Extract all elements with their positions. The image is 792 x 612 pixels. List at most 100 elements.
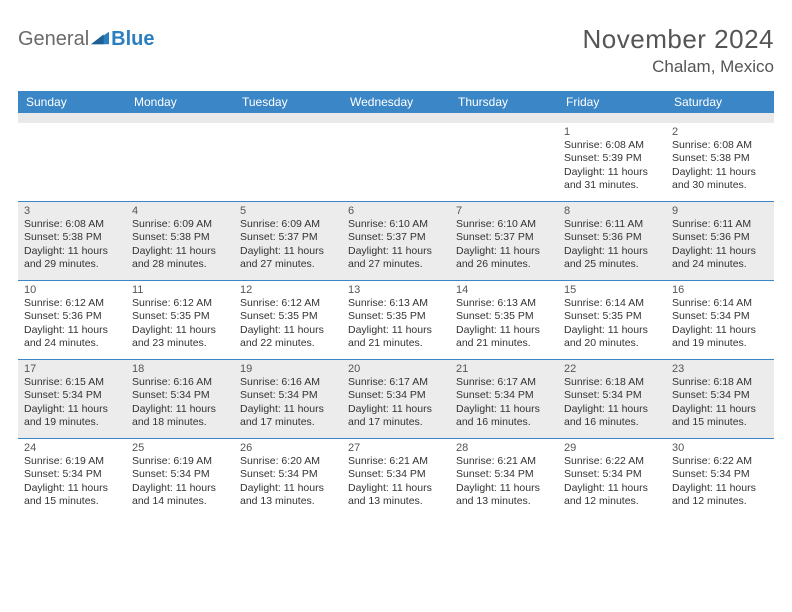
cell-sunset: Sunset: 5:34 PM xyxy=(564,468,660,481)
cell-day1: Daylight: 11 hours xyxy=(240,324,336,337)
cell-day2: and 23 minutes. xyxy=(132,337,228,350)
day-number: 2 xyxy=(672,126,768,138)
day-number: 26 xyxy=(240,442,336,454)
calendar-cell: 16Sunrise: 6:14 AMSunset: 5:34 PMDayligh… xyxy=(666,281,774,359)
cell-sunset: Sunset: 5:36 PM xyxy=(24,310,120,323)
cell-sunset: Sunset: 5:34 PM xyxy=(348,468,444,481)
cell-day1: Daylight: 11 hours xyxy=(132,482,228,495)
cell-sunset: Sunset: 5:34 PM xyxy=(456,389,552,402)
calendar-cell: 8Sunrise: 6:11 AMSunset: 5:36 PMDaylight… xyxy=(558,202,666,280)
cell-day1: Daylight: 11 hours xyxy=(24,324,120,337)
calendar-cell: 12Sunrise: 6:12 AMSunset: 5:35 PMDayligh… xyxy=(234,281,342,359)
cell-day1: Daylight: 11 hours xyxy=(456,482,552,495)
calendar-cell: 11Sunrise: 6:12 AMSunset: 5:35 PMDayligh… xyxy=(126,281,234,359)
cell-day1: Daylight: 11 hours xyxy=(564,482,660,495)
day-number: 14 xyxy=(456,284,552,296)
cell-sunrise: Sunrise: 6:09 AM xyxy=(240,218,336,231)
weekday-label: Thursday xyxy=(450,91,558,113)
cell-sunrise: Sunrise: 6:13 AM xyxy=(456,297,552,310)
cell-day2: and 15 minutes. xyxy=(672,416,768,429)
calendar-cell: 1Sunrise: 6:08 AMSunset: 5:39 PMDaylight… xyxy=(558,123,666,201)
cell-sunset: Sunset: 5:34 PM xyxy=(564,389,660,402)
cell-day1: Daylight: 11 hours xyxy=(564,324,660,337)
cell-day2: and 13 minutes. xyxy=(456,495,552,508)
cell-sunrise: Sunrise: 6:15 AM xyxy=(24,376,120,389)
cell-day1: Daylight: 11 hours xyxy=(24,403,120,416)
cell-sunrise: Sunrise: 6:11 AM xyxy=(672,218,768,231)
cell-sunset: Sunset: 5:36 PM xyxy=(564,231,660,244)
cell-sunset: Sunset: 5:35 PM xyxy=(564,310,660,323)
calendar-cell xyxy=(450,123,558,201)
cell-sunrise: Sunrise: 6:08 AM xyxy=(672,139,768,152)
calendar-week: 17Sunrise: 6:15 AMSunset: 5:34 PMDayligh… xyxy=(18,359,774,438)
calendar-cell: 23Sunrise: 6:18 AMSunset: 5:34 PMDayligh… xyxy=(666,360,774,438)
cell-sunset: Sunset: 5:37 PM xyxy=(240,231,336,244)
header-bar: General Blue November 2024 Chalam, Mexic… xyxy=(18,24,774,77)
calendar-week: 3Sunrise: 6:08 AMSunset: 5:38 PMDaylight… xyxy=(18,201,774,280)
weekday-label: Wednesday xyxy=(342,91,450,113)
calendar-cell: 9Sunrise: 6:11 AMSunset: 5:36 PMDaylight… xyxy=(666,202,774,280)
calendar-cell xyxy=(234,123,342,201)
day-number: 13 xyxy=(348,284,444,296)
calendar-cell: 2Sunrise: 6:08 AMSunset: 5:38 PMDaylight… xyxy=(666,123,774,201)
day-number: 18 xyxy=(132,363,228,375)
calendar-cell: 27Sunrise: 6:21 AMSunset: 5:34 PMDayligh… xyxy=(342,439,450,517)
cell-sunrise: Sunrise: 6:21 AM xyxy=(456,455,552,468)
cell-day2: and 20 minutes. xyxy=(564,337,660,350)
calendar-cell: 30Sunrise: 6:22 AMSunset: 5:34 PMDayligh… xyxy=(666,439,774,517)
weekday-label: Tuesday xyxy=(234,91,342,113)
cell-sunset: Sunset: 5:39 PM xyxy=(564,152,660,165)
cell-day2: and 21 minutes. xyxy=(348,337,444,350)
cell-day1: Daylight: 11 hours xyxy=(456,403,552,416)
cell-day2: and 13 minutes. xyxy=(348,495,444,508)
cell-day2: and 12 minutes. xyxy=(672,495,768,508)
day-number: 22 xyxy=(564,363,660,375)
day-number: 23 xyxy=(672,363,768,375)
day-number: 1 xyxy=(564,126,660,138)
cell-sunrise: Sunrise: 6:22 AM xyxy=(564,455,660,468)
cell-day1: Daylight: 11 hours xyxy=(348,482,444,495)
cell-day1: Daylight: 11 hours xyxy=(24,482,120,495)
cell-day2: and 12 minutes. xyxy=(564,495,660,508)
day-number: 5 xyxy=(240,205,336,217)
weekday-label: Saturday xyxy=(666,91,774,113)
cell-day1: Daylight: 11 hours xyxy=(672,324,768,337)
cell-day2: and 19 minutes. xyxy=(24,416,120,429)
calendar-cell: 17Sunrise: 6:15 AMSunset: 5:34 PMDayligh… xyxy=(18,360,126,438)
cell-day1: Daylight: 11 hours xyxy=(672,245,768,258)
cell-day1: Daylight: 11 hours xyxy=(132,324,228,337)
calendar-cell: 20Sunrise: 6:17 AMSunset: 5:34 PMDayligh… xyxy=(342,360,450,438)
cell-day1: Daylight: 11 hours xyxy=(564,245,660,258)
cell-sunrise: Sunrise: 6:19 AM xyxy=(24,455,120,468)
cell-day1: Daylight: 11 hours xyxy=(456,245,552,258)
cell-day2: and 30 minutes. xyxy=(672,179,768,192)
cell-day2: and 27 minutes. xyxy=(348,258,444,271)
calendar-cell xyxy=(18,123,126,201)
day-number: 8 xyxy=(564,205,660,217)
calendar-cell: 10Sunrise: 6:12 AMSunset: 5:36 PMDayligh… xyxy=(18,281,126,359)
cell-day2: and 16 minutes. xyxy=(564,416,660,429)
day-number: 29 xyxy=(564,442,660,454)
calendar-cell: 6Sunrise: 6:10 AMSunset: 5:37 PMDaylight… xyxy=(342,202,450,280)
cell-sunrise: Sunrise: 6:21 AM xyxy=(348,455,444,468)
cell-day1: Daylight: 11 hours xyxy=(564,403,660,416)
day-number: 6 xyxy=(348,205,444,217)
calendar-cell: 18Sunrise: 6:16 AMSunset: 5:34 PMDayligh… xyxy=(126,360,234,438)
cell-sunset: Sunset: 5:36 PM xyxy=(672,231,768,244)
calendar-cell: 3Sunrise: 6:08 AMSunset: 5:38 PMDaylight… xyxy=(18,202,126,280)
cell-day1: Daylight: 11 hours xyxy=(348,324,444,337)
calendar-cell: 21Sunrise: 6:17 AMSunset: 5:34 PMDayligh… xyxy=(450,360,558,438)
calendar-cell xyxy=(342,123,450,201)
cell-sunrise: Sunrise: 6:18 AM xyxy=(672,376,768,389)
cell-sunset: Sunset: 5:34 PM xyxy=(24,468,120,481)
cell-sunset: Sunset: 5:34 PM xyxy=(240,389,336,402)
cell-day2: and 28 minutes. xyxy=(132,258,228,271)
calendar-cell: 19Sunrise: 6:16 AMSunset: 5:34 PMDayligh… xyxy=(234,360,342,438)
day-number: 19 xyxy=(240,363,336,375)
cell-sunrise: Sunrise: 6:10 AM xyxy=(348,218,444,231)
cell-sunrise: Sunrise: 6:14 AM xyxy=(672,297,768,310)
cell-day1: Daylight: 11 hours xyxy=(240,403,336,416)
cell-day1: Daylight: 11 hours xyxy=(240,245,336,258)
weekday-label: Monday xyxy=(126,91,234,113)
brand-logo: General Blue xyxy=(18,24,155,51)
